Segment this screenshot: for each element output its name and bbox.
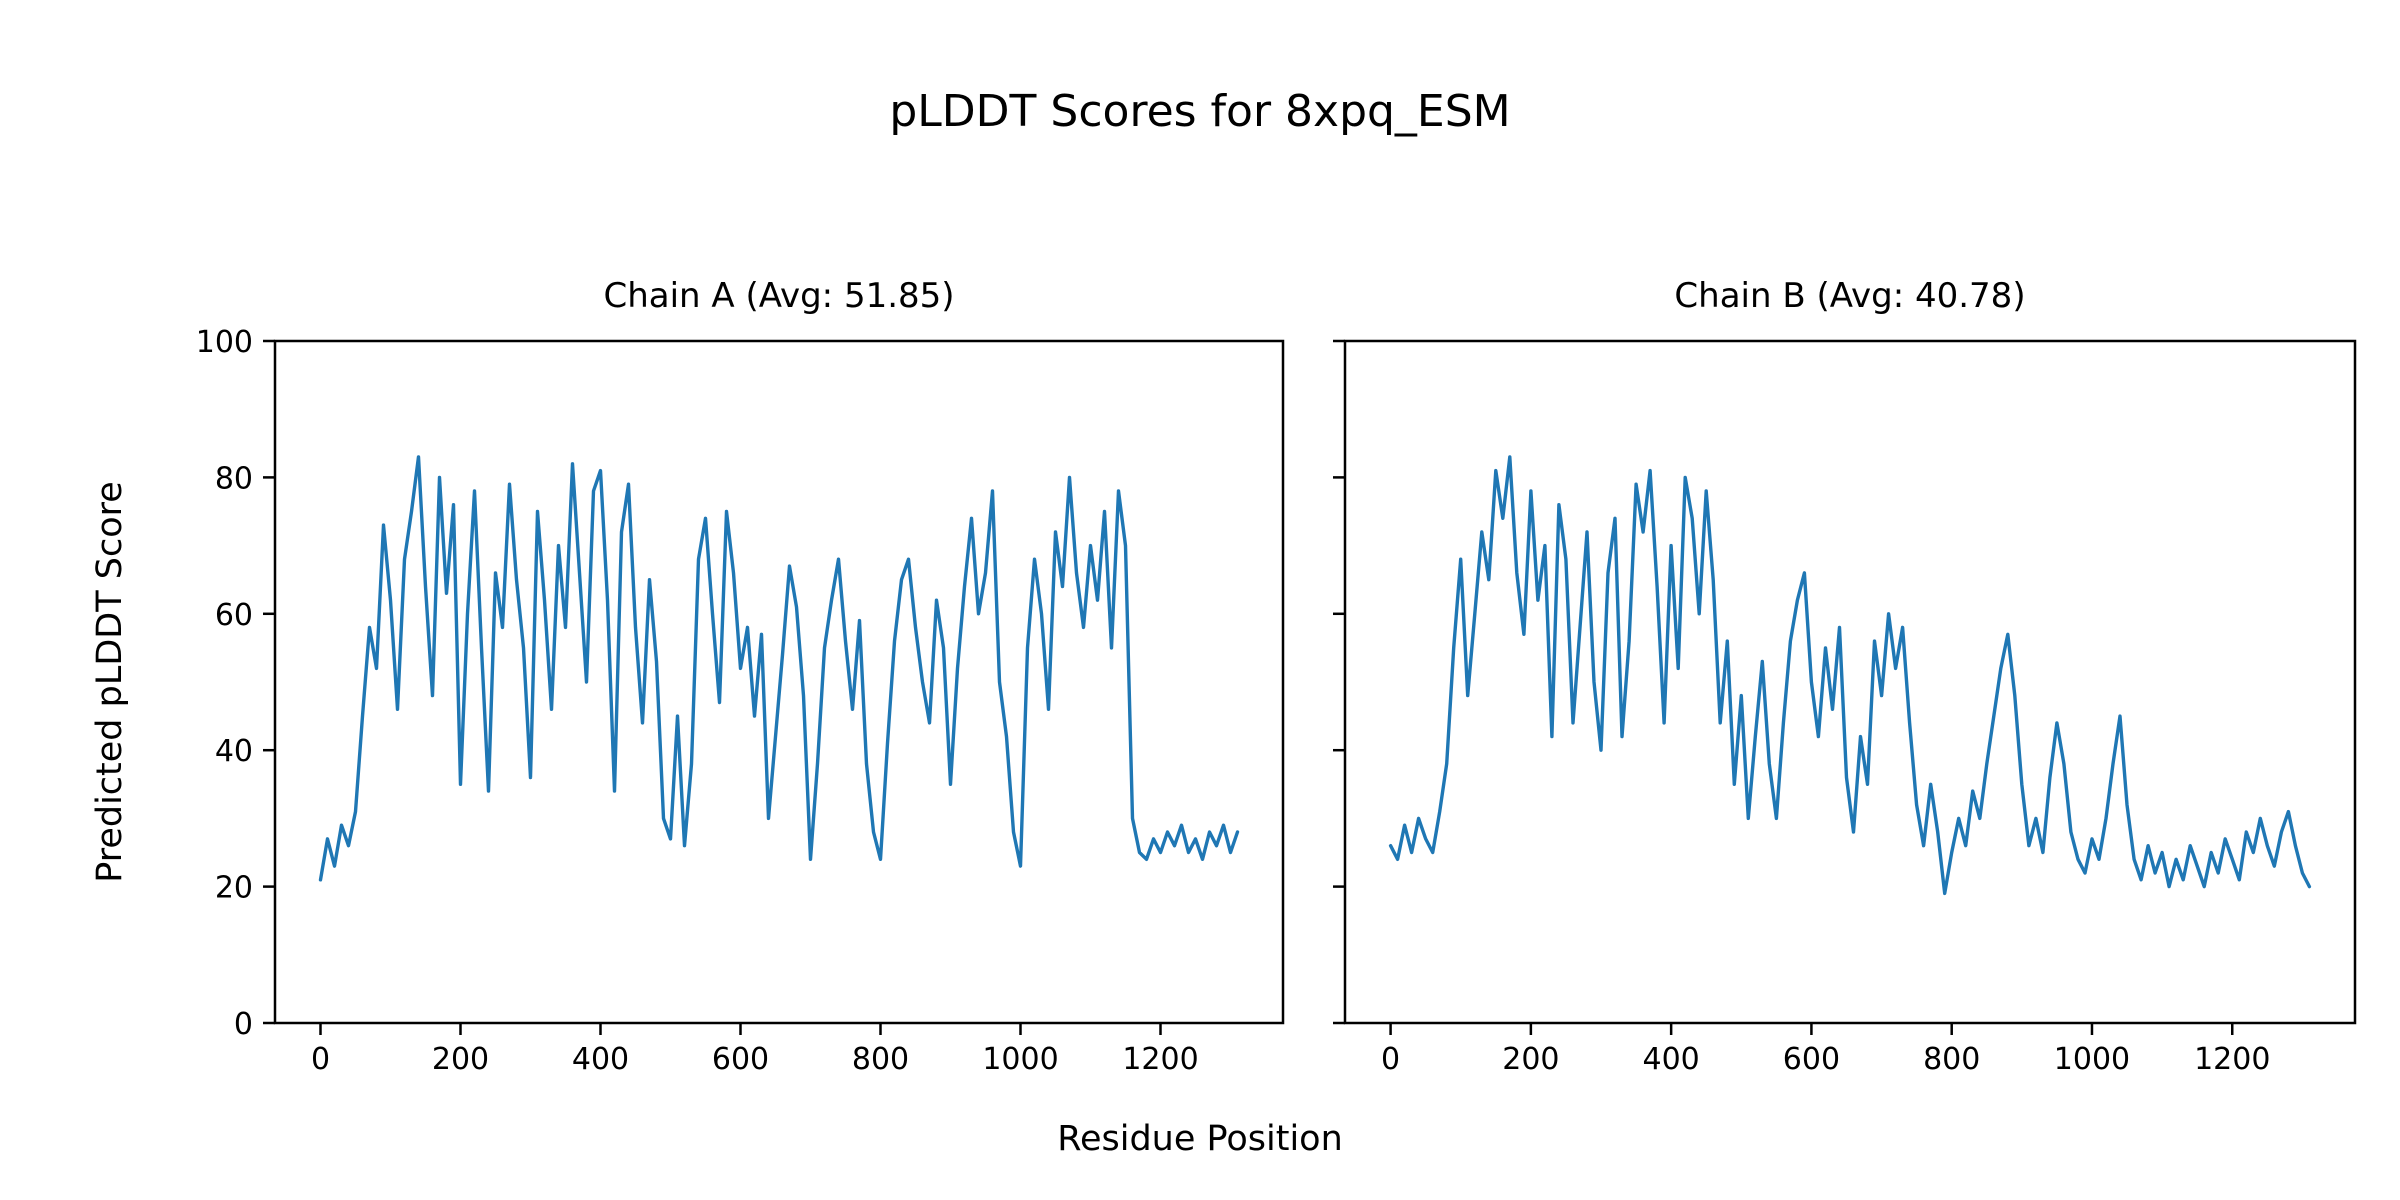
x-axis-label: Residue Position [1057,1119,1343,1159]
subplot-title-chain-b: Chain B (Avg: 40.78) [1674,276,2026,316]
figure-title: pLDDT Scores for 8xpq_ESM [889,86,1511,137]
x-tick-label: 0 [1381,1042,1400,1077]
x-tick-label: 1000 [2054,1042,2130,1077]
y-tick-label: 60 [215,598,253,633]
axes-box-chain-a [273,339,1285,1025]
x-tick-label: 1200 [1122,1042,1198,1077]
y-tick-label: 100 [196,325,253,360]
x-tick-label: 800 [852,1042,909,1077]
subplot-title-chain-a: Chain A (Avg: 51.85) [603,276,955,316]
plddt-line-chain-b [1388,455,2312,896]
x-tick-label: 600 [712,1042,769,1077]
x-tick-label: 600 [1783,1042,1840,1077]
x-tick-label: 200 [432,1042,489,1077]
x-tick-label: 0 [311,1042,330,1077]
x-tick-label: 1000 [982,1042,1058,1077]
x-tick-label: 400 [572,1042,629,1077]
plddt-line-chain-a [318,455,1240,882]
y-tick-label: 80 [215,461,253,496]
x-tick-label: 200 [1502,1042,1559,1077]
x-tick-label: 800 [1923,1042,1980,1077]
y-tick-label: 20 [215,871,253,906]
axes-box-chain-b [1343,339,2357,1025]
y-tick-label: 0 [234,1007,253,1042]
y-tick-label: 40 [215,734,253,769]
x-tick-label: 1200 [2194,1042,2270,1077]
x-tick-label: 400 [1643,1042,1700,1077]
